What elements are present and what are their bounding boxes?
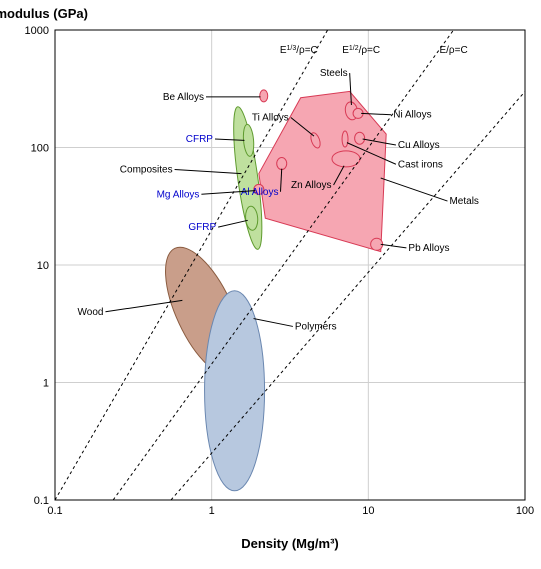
label-mg-alloys: Mg Alloys [157, 189, 200, 200]
label-be-alloys: Be Alloys [163, 92, 204, 103]
svg-text:1000: 1000 [25, 25, 49, 37]
label-steels: Steels [320, 68, 348, 79]
label-cast-irons: Cast irons [398, 159, 443, 170]
label-ni-alloys: Ni Alloys [393, 110, 431, 121]
bubble-cast-irons [342, 131, 348, 147]
label-cfrp: CFRP [186, 134, 214, 145]
bubble-al-alloys [277, 158, 287, 170]
svg-text:0.1: 0.1 [34, 495, 49, 507]
label-pb-alloys: Pb Alloys [408, 243, 449, 254]
label-cu-alloys: Cu Alloys [398, 140, 440, 151]
label-composites: Composites [120, 164, 173, 175]
svg-text:100: 100 [31, 143, 49, 155]
y-axis-title: Young's modulus (GPa) [0, 6, 88, 21]
guide-label: E/ρ=C [439, 45, 467, 56]
guide-label: E1/2/ρ=C [342, 44, 380, 56]
label-wood: Wood [78, 307, 104, 318]
guide-labels: E1/3/ρ=C E1/2/ρ=C E/ρ=C [280, 44, 468, 56]
svg-text:1: 1 [209, 505, 215, 517]
label-polymers: Polymers [295, 321, 337, 332]
guide-label: E1/3/ρ=C [280, 44, 318, 56]
ashby-chart: E1/3/ρ=C E1/2/ρ=C E/ρ=C Metals Composites Woo… [0, 0, 541, 569]
svg-text:10: 10 [37, 260, 49, 272]
label-al-alloys: Al Alloys [241, 187, 279, 198]
svg-text:100: 100 [516, 505, 534, 517]
label-gfrp: GFRP [188, 222, 216, 233]
svg-text:1: 1 [43, 378, 49, 390]
bubble-be-alloys [260, 90, 268, 102]
svg-text:0.1: 0.1 [47, 505, 62, 517]
family-polymers [205, 291, 265, 491]
label-metals: Metals [449, 196, 478, 207]
x-axis-title: Density (Mg/m³) [241, 536, 339, 551]
chart-svg: E1/3/ρ=C E1/2/ρ=C E/ρ=C Metals Composites Woo… [0, 0, 541, 569]
label-zn-alloys: Zn Alloys [291, 180, 332, 191]
bubble-cu-alloys [355, 132, 365, 144]
svg-text:10: 10 [362, 505, 374, 517]
chart-bg [0, 0, 541, 569]
label-ti-alloys: Ti Alloys [252, 113, 289, 124]
